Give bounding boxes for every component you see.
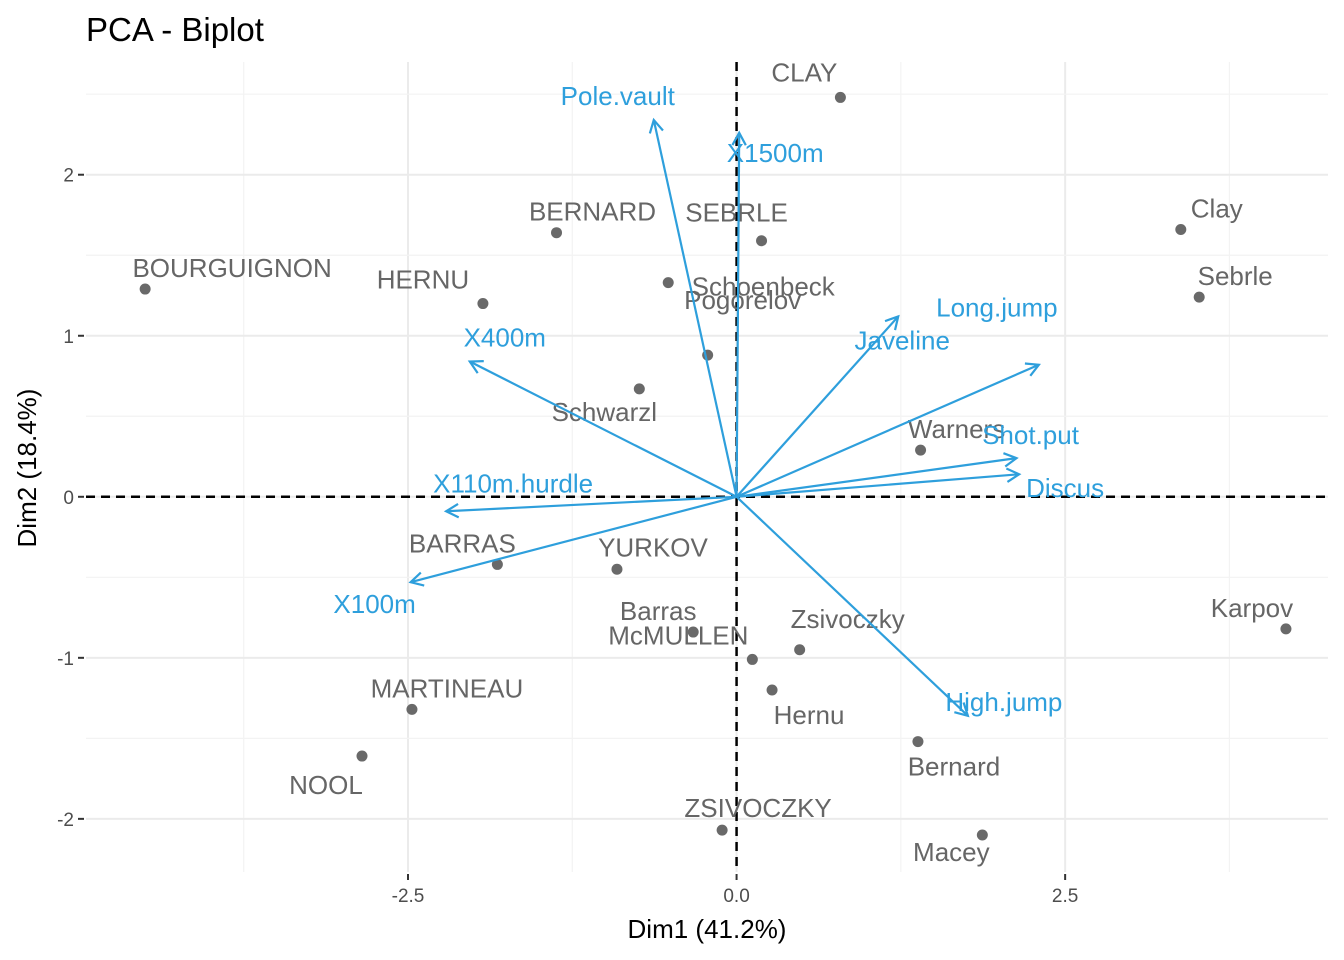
variable-arrows: X100m Long.jump Shot.put High.jump X400m X110… xyxy=(333,81,1104,718)
individual-point xyxy=(1175,223,1187,235)
y-axis-ticks: -2 -1 0 1 2 xyxy=(57,166,84,831)
variable-label: Pole.vault xyxy=(561,81,676,111)
y-axis-title: Dim2 (18.4%) xyxy=(12,389,42,548)
individual-point xyxy=(551,227,563,239)
individual-point xyxy=(915,444,927,456)
variable-arrow xyxy=(736,363,1040,498)
individual-label: Schoenbeck xyxy=(692,272,836,302)
individual-label: MARTINEAU xyxy=(371,673,524,703)
y-tick-label: 1 xyxy=(63,327,74,348)
x-tick-label: 0.0 xyxy=(723,886,749,907)
individual-label: Sebrle xyxy=(1198,261,1273,291)
individual-point xyxy=(766,684,778,696)
variable-arrow xyxy=(735,132,741,497)
variable-label: Javeline xyxy=(855,325,950,355)
individual-point xyxy=(912,736,924,748)
grid xyxy=(86,62,1328,872)
individual-label: BARRAS xyxy=(409,528,516,558)
variable-arrow xyxy=(446,495,737,513)
y-tick-label: 0 xyxy=(63,488,74,509)
individual-point xyxy=(491,558,503,570)
variable-arrow xyxy=(410,495,737,584)
variable-arrowhead xyxy=(1003,452,1019,468)
variable-arrow xyxy=(735,495,969,717)
chart-title: PCA - Biplot xyxy=(86,11,264,48)
individual-point xyxy=(794,644,806,656)
individual-label: BERNARD xyxy=(529,197,656,227)
variable-label: High.jump xyxy=(945,687,1062,717)
reference-lines xyxy=(86,62,1328,872)
variable-arrowhead xyxy=(884,314,900,331)
variable-label: X1500m xyxy=(727,138,824,168)
variable-arrowhead xyxy=(467,359,484,374)
individual-point xyxy=(633,383,645,395)
individual-points: SEBRLE CLAY BERNARD YURKOV ZSIVOCZKY McMULLEN… xyxy=(132,57,1293,867)
x-tick-label: 2.5 xyxy=(1052,886,1078,907)
individual-label: ZSIVOCZKY xyxy=(684,793,831,823)
variable-label: X110m.hurdle xyxy=(433,468,593,498)
individual-point xyxy=(687,626,699,638)
variable-label: Shot.put xyxy=(982,420,1080,450)
individual-label: HERNU xyxy=(377,265,469,295)
individual-point xyxy=(356,750,368,762)
individual-label: Pogorelov xyxy=(684,285,801,315)
variable-label: X100m xyxy=(333,589,415,619)
individual-point xyxy=(139,283,151,295)
variable-arrowhead xyxy=(648,117,664,134)
individual-label: Bernard xyxy=(908,752,1001,782)
individual-label: Karpov xyxy=(1211,593,1293,623)
y-tick-label: -2 xyxy=(57,810,74,831)
variable-arrowhead xyxy=(954,702,970,718)
variable-arrowhead xyxy=(408,571,425,587)
y-tick-label: -1 xyxy=(57,649,74,670)
individual-point xyxy=(477,298,489,310)
individual-point xyxy=(611,563,623,575)
variable-label: Discus xyxy=(1026,473,1104,503)
variable-arrow xyxy=(735,315,900,498)
variable-label: Long.jump xyxy=(936,293,1057,323)
x-axis-ticks: -2.5 0.0 2.5 xyxy=(392,874,1078,907)
individual-point xyxy=(976,829,988,841)
variable-arrowhead xyxy=(443,503,460,519)
variable-arrow xyxy=(469,360,738,498)
individual-point xyxy=(756,235,768,247)
individual-label: Warners xyxy=(908,414,1005,444)
individual-label: Macey xyxy=(913,837,990,867)
y-tick-label: 2 xyxy=(63,166,74,187)
variable-arrowhead xyxy=(1024,362,1041,377)
individual-label: CLAY xyxy=(771,57,837,87)
individual-point xyxy=(834,91,846,103)
variable-arrowhead xyxy=(731,130,747,146)
individual-label: Barras xyxy=(620,596,697,626)
variable-arrow xyxy=(736,473,1020,498)
individual-label: Zsivoczky xyxy=(791,604,905,634)
variable-arrow xyxy=(736,457,1017,498)
individual-point xyxy=(1280,623,1292,635)
individual-label: YURKOV xyxy=(598,532,708,562)
individual-point xyxy=(746,653,758,665)
individual-label: Clay xyxy=(1191,193,1243,223)
variable-label: X400m xyxy=(464,323,546,353)
x-tick-label: -2.5 xyxy=(392,886,425,907)
individual-point xyxy=(716,824,728,836)
individual-label: SEBRLE xyxy=(685,198,788,228)
individual-label: BOURGUIGNON xyxy=(132,253,331,283)
variable-arrowhead xyxy=(1005,467,1022,483)
individual-point xyxy=(662,277,674,289)
individual-point xyxy=(1193,291,1205,303)
individual-label: NOOL xyxy=(289,770,363,800)
individual-label: McMULLEN xyxy=(608,620,748,650)
x-axis-title: Dim1 (41.2%) xyxy=(628,914,787,944)
individual-label: Hernu xyxy=(774,700,845,730)
individual-point xyxy=(406,703,418,715)
variable-arrow xyxy=(652,119,738,498)
